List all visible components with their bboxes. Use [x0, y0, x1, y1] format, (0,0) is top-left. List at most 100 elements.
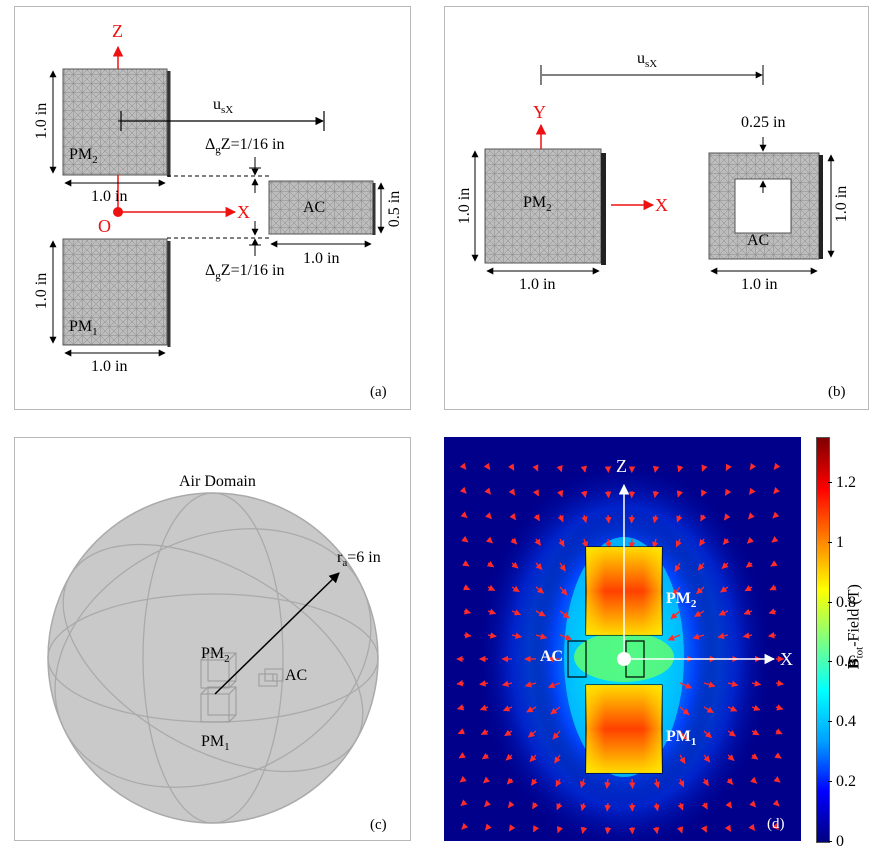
field-arrow	[701, 802, 708, 810]
field-arrow	[483, 776, 491, 784]
field-arrow	[556, 802, 563, 811]
field-arrow	[484, 487, 492, 495]
field-arrow	[672, 586, 681, 597]
field-arrow	[604, 802, 611, 812]
field-arrow	[724, 488, 732, 496]
field-arrow	[461, 535, 469, 543]
field-arrow	[605, 514, 612, 524]
pm1-label-d: PM1	[666, 728, 697, 749]
field-arrow	[699, 538, 706, 547]
pm2-label: PM2	[69, 146, 98, 167]
field-arrow	[727, 680, 739, 688]
field-arrow	[678, 778, 685, 788]
panel-c-tag: (c)	[370, 817, 387, 833]
field-arrow	[771, 823, 779, 831]
field-arrow	[652, 514, 659, 524]
field-arrow	[679, 682, 693, 689]
dim-ac-width: 1.0 in	[303, 250, 340, 267]
field-arrow	[653, 778, 660, 789]
ac-label: AC	[303, 199, 326, 216]
field-arrow	[508, 488, 516, 496]
field-arrow	[550, 706, 561, 715]
colorbar-tick-label: 1.2	[836, 473, 856, 491]
field-arrow	[511, 585, 520, 593]
origin-dot	[113, 207, 123, 217]
field-arrow	[487, 608, 497, 615]
gap-top-label: ΔgZ=1/16 in	[205, 136, 285, 157]
panel-a-drawing	[49, 45, 385, 357]
colorbar-tick	[828, 601, 832, 603]
field-arrow	[775, 728, 783, 735]
pm1-block	[62, 238, 168, 346]
field-arrow	[529, 754, 537, 762]
field-arrow	[751, 729, 760, 736]
field-arrow	[727, 754, 735, 761]
field-arrow	[696, 586, 705, 595]
field-arrow	[767, 632, 777, 639]
field-arrow	[746, 536, 754, 544]
field-arrow	[581, 538, 589, 549]
ac-label-b: AC	[747, 232, 770, 249]
ac-block	[268, 180, 374, 235]
field-arrow	[679, 754, 686, 765]
colorbar-tick	[828, 841, 832, 842]
field-arrow	[555, 778, 562, 788]
field-arrow	[749, 462, 757, 471]
field-arrow	[580, 465, 588, 473]
panel-d: Z X AC PM2 PM1 (d)	[444, 437, 801, 841]
field-arrow	[507, 801, 515, 809]
field-arrow	[725, 463, 732, 471]
dim-pm1-height: 1.0 in	[33, 272, 50, 310]
field-arrow	[552, 730, 561, 740]
field-arrow	[675, 538, 682, 548]
dim-pm2-height-b: 1.0 in	[456, 187, 473, 225]
colorbar-tick-label: 0.2	[836, 773, 856, 791]
field-arrow	[773, 462, 781, 470]
field-arrow	[722, 537, 730, 545]
field-arrow	[652, 490, 660, 499]
field-arrow	[772, 511, 780, 519]
field-arrow	[479, 680, 489, 687]
field-arrow	[463, 631, 472, 639]
field-arrow	[604, 826, 612, 835]
field-arrow	[703, 754, 711, 763]
panel-d-tag: (d)	[767, 816, 785, 832]
air-domain-title: Air Domain	[179, 473, 256, 490]
y-axis-label: Y	[533, 102, 546, 122]
field-arrow	[511, 609, 522, 616]
field-arrow	[774, 752, 782, 759]
panel-c-drawing	[47, 492, 379, 824]
pm2-label-c: PM2	[201, 645, 230, 666]
field-arrow	[579, 778, 587, 789]
field-arrow	[459, 462, 467, 470]
field-arrow	[487, 584, 496, 592]
field-arrow	[511, 632, 523, 639]
field-arrow	[724, 824, 732, 832]
field-arrow	[751, 753, 759, 760]
field-arrow	[674, 562, 681, 573]
field-arrow	[557, 514, 564, 523]
field-arrow	[702, 778, 709, 787]
field-arrow	[501, 680, 513, 687]
field-arrow	[486, 560, 495, 568]
pm2-label-b: PM2	[523, 194, 552, 215]
pm2-label-d: PM2	[666, 590, 697, 611]
field-arrow	[547, 682, 561, 689]
panel-d-field-plot	[444, 437, 801, 841]
field-arrow	[484, 823, 492, 831]
field-arrows	[456, 462, 785, 835]
field-arrow	[532, 825, 540, 833]
x-axis-label-b: X	[655, 195, 668, 215]
field-arrow	[653, 802, 660, 812]
field-arrow	[532, 464, 539, 472]
radius-arrow	[214, 572, 340, 695]
field-arrow	[770, 560, 778, 567]
dim-ac-height-b: 1.0 in	[833, 185, 850, 223]
field-arrow	[484, 800, 491, 808]
field-arrow	[580, 490, 588, 498]
field-arrow	[771, 536, 779, 543]
colorbar-tick-label: 0	[836, 833, 844, 850]
field-arrow	[727, 705, 738, 712]
field-arrow	[558, 538, 565, 548]
colorbar-tick	[828, 781, 832, 783]
